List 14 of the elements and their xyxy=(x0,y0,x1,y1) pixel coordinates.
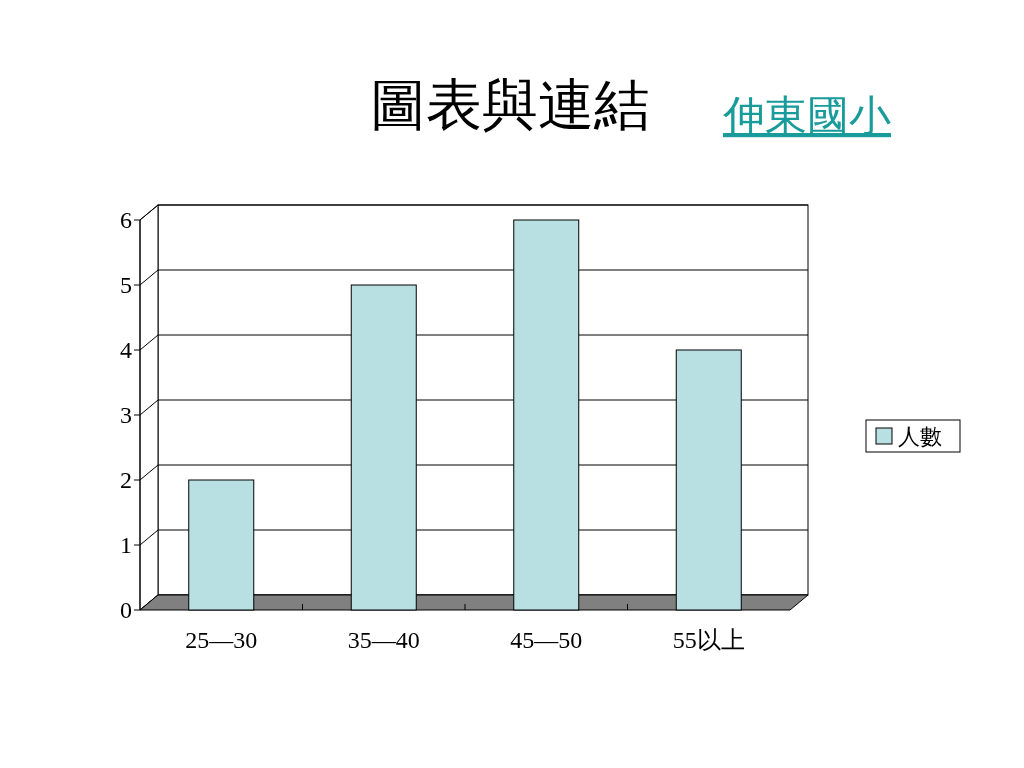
y-tick-label: 0 xyxy=(120,597,132,624)
y-tick-label: 4 xyxy=(120,337,132,364)
y-tick-label: 2 xyxy=(120,467,132,494)
y-tick-label: 6 xyxy=(120,207,132,234)
chart-subtitle: 伸東國小 xyxy=(722,93,891,139)
x-tick-label: 25—30 xyxy=(185,627,258,654)
y-tick-label: 5 xyxy=(120,272,132,299)
x-tick-label: 35—40 xyxy=(347,627,420,654)
x-tick-label: 45—50 xyxy=(510,627,583,654)
legend-label: 人數 xyxy=(898,423,942,449)
y-tick-label: 1 xyxy=(120,532,132,559)
y-tick-label: 3 xyxy=(120,402,132,429)
chart-title: 圖表與連結 xyxy=(370,74,650,136)
x-tick-label: 55以上 xyxy=(672,627,745,654)
